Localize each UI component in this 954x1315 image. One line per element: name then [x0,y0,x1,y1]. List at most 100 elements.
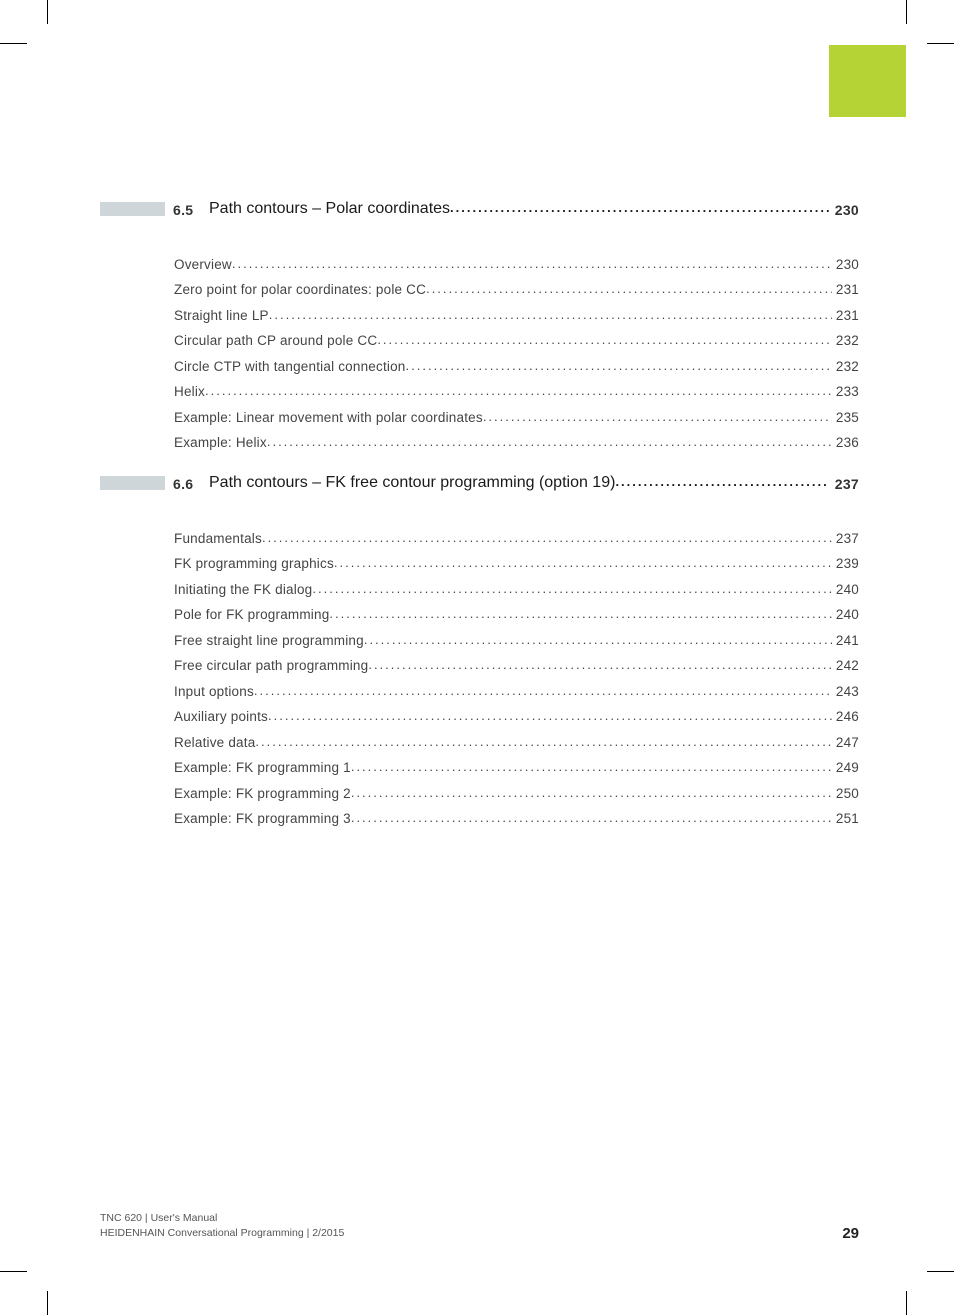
entry-title: Free circular path programming [174,658,368,673]
entry-title: Fundamentals [174,531,262,546]
section-page: 237 [829,476,859,492]
leader-dots [615,474,828,491]
crop-mark [47,0,48,24]
toc-entry: Straight line LP 231 [174,297,859,323]
leader-dots [483,409,832,424]
entry-page: 246 [832,709,859,724]
section-title-line: Path contours – FK free contour programm… [209,474,829,492]
section-head-bar [100,202,165,216]
toc-section-heading: 6.6Path contours – FK free contour progr… [100,472,859,492]
leader-dots [329,606,831,621]
crop-mark [927,1271,954,1272]
section-number: 6.5 [173,202,209,218]
leader-dots [205,383,832,398]
entry-page: 247 [832,735,859,750]
toc-entry: Circle CTP with tangential connection 232 [174,348,859,374]
entry-title: FK programming graphics [174,556,334,571]
leader-dots [269,307,832,322]
crop-mark [906,1291,907,1315]
toc-entries: Fundamentals 237FK programming graphics23… [174,520,859,826]
entry-page: 230 [832,257,859,272]
entry-title: Helix [174,384,205,399]
entry-page: 240 [832,582,859,597]
leader-dots [262,530,832,545]
section-number: 6.6 [173,476,209,492]
leader-dots [267,434,832,449]
toc-entry: Pole for FK programming240 [174,597,859,623]
toc-entry: Overview230 [174,246,859,272]
entry-title: Relative data [174,735,255,750]
section-title: Path contours – FK free contour programm… [209,474,615,492]
toc-entry: Example: FK programming 1 249 [174,750,859,776]
toc-entry: Fundamentals 237 [174,520,859,546]
leader-dots [450,200,829,217]
crop-mark [0,43,27,44]
toc-entry: Example: Helix236 [174,425,859,451]
leader-dots [406,358,832,373]
entry-page: 232 [832,359,859,374]
leader-dots [351,759,832,774]
entry-page: 235 [832,410,859,425]
entry-title: Example: FK programming 1 [174,760,351,775]
entry-title: Example: Linear movement with polar coor… [174,410,483,425]
entry-page: 243 [832,684,859,699]
entry-page: 249 [832,760,859,775]
footer-text: TNC 620 | User's Manual HEIDENHAIN Conve… [100,1211,344,1243]
toc-entry: Example: FK programming 2 250 [174,775,859,801]
entry-title: Straight line LP [174,308,269,323]
toc-entry: Circular path CP around pole CC232 [174,323,859,349]
toc-entry: Zero point for polar coordinates: pole C… [174,272,859,298]
entry-title: Auxiliary points [174,709,268,724]
toc-content: 6.5Path contours – Polar coordinates230O… [100,198,859,848]
entry-title: Example: FK programming 3 [174,811,351,826]
crop-mark [47,1291,48,1315]
toc-entry: Initiating the FK dialog240 [174,571,859,597]
leader-dots [368,657,832,672]
leader-dots [364,632,832,647]
entry-page: 250 [832,786,859,801]
leader-dots [254,683,832,698]
toc-entry: FK programming graphics239 [174,546,859,572]
entry-page: 232 [832,333,859,348]
entry-page: 231 [832,308,859,323]
toc-entry: Auxiliary points 246 [174,699,859,725]
document-page: 6.5Path contours – Polar coordinates230O… [0,0,954,1315]
entry-title: Example: FK programming 2 [174,786,351,801]
footer-line2: HEIDENHAIN Conversational Programming | … [100,1226,344,1242]
leader-dots [255,734,831,749]
leader-dots [377,332,832,347]
toc-entry: Helix233 [174,374,859,400]
toc-section-heading: 6.5Path contours – Polar coordinates 230 [100,198,859,218]
section-head-bar [100,476,165,490]
footer-page-number: 29 [842,1225,859,1242]
leader-dots [268,708,832,723]
entry-title: Circle CTP with tangential connection [174,359,406,374]
leader-dots [334,555,832,570]
toc-entry: Free straight line programming241 [174,622,859,648]
toc-entry: Example: FK programming 3 251 [174,801,859,827]
entry-page: 251 [832,811,859,826]
toc-section: 6.6Path contours – FK free contour progr… [100,472,859,826]
toc-entry: Example: Linear movement with polar coor… [174,399,859,425]
toc-entry: Free circular path programming242 [174,648,859,674]
toc-entries: Overview230 Zero point for polar coordina… [174,246,859,450]
section-title: Path contours – Polar coordinates [209,200,450,218]
crop-mark [906,0,907,24]
entry-page: 236 [832,435,859,450]
leader-dots [232,256,832,271]
section-page: 230 [829,202,859,218]
entry-title: Free straight line programming [174,633,364,648]
leader-dots [351,810,832,825]
page-footer: TNC 620 | User's Manual HEIDENHAIN Conve… [100,1211,859,1243]
entry-title: Zero point for polar coordinates: pole C… [174,282,426,297]
leader-dots [312,581,831,596]
entry-page: 237 [832,531,859,546]
chapter-color-tab [829,45,906,117]
toc-section: 6.5Path contours – Polar coordinates230O… [100,198,859,450]
entry-page: 240 [832,607,859,622]
footer-line1: TNC 620 | User's Manual [100,1211,344,1227]
crop-mark [0,1271,27,1272]
entry-page: 231 [832,282,859,297]
crop-mark [927,43,954,44]
section-title-line: Path contours – Polar coordinates [209,200,829,218]
